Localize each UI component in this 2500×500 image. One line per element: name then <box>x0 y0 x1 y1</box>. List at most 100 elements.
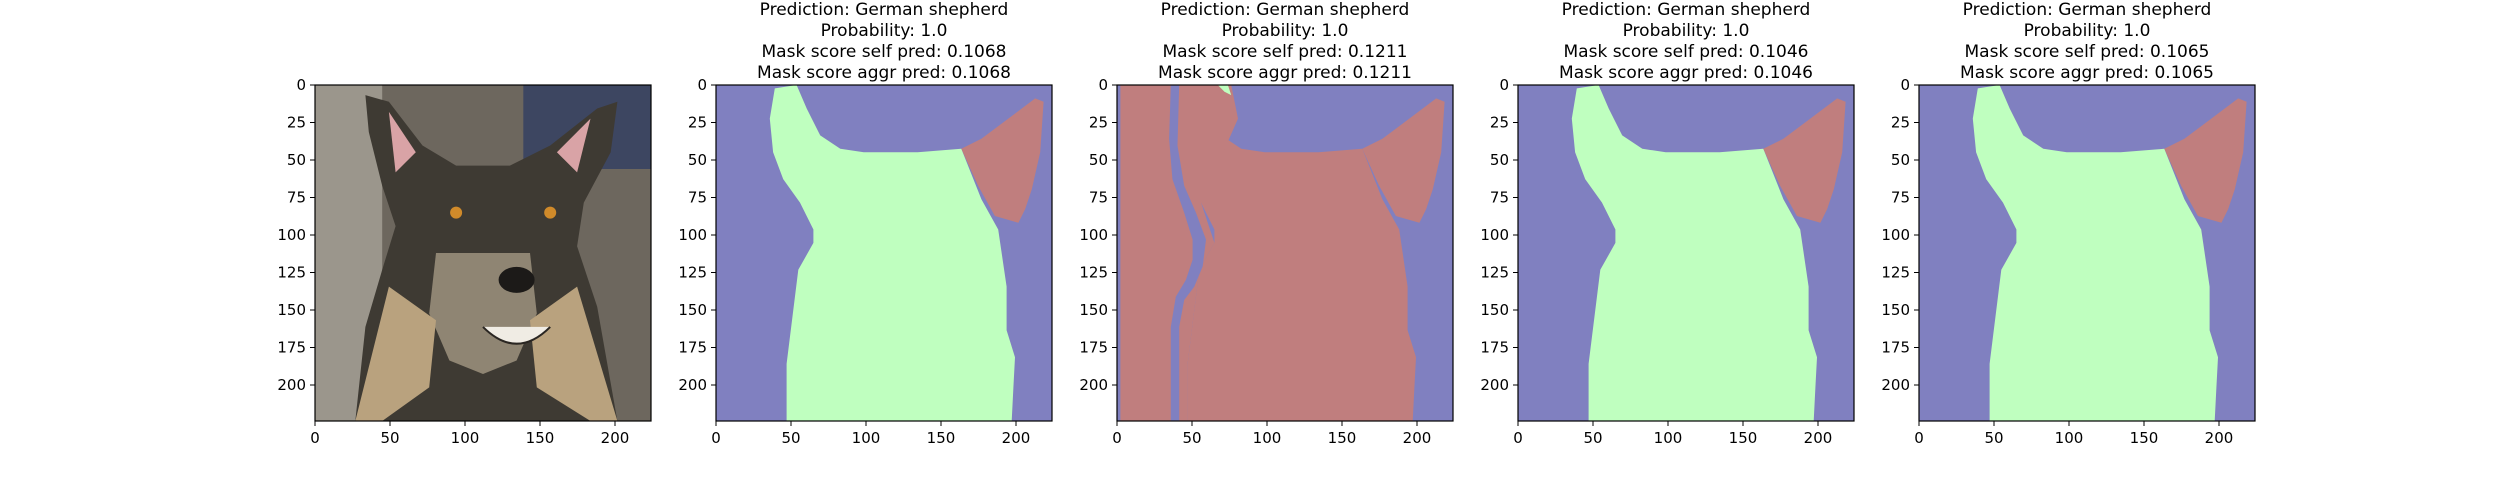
dog-left-ear-inner <box>388 111 416 173</box>
y-tick-label: 75 <box>1891 189 1910 207</box>
x-tick-label: 0 <box>1112 429 1122 447</box>
x-tick-label: 50 <box>1984 429 2003 447</box>
axes-frame <box>715 84 1053 422</box>
mask-ear-region <box>961 98 1044 223</box>
y-tick-label: 0 <box>1900 76 1910 94</box>
y-tick-label: 100 <box>1480 226 1509 244</box>
y-tick-label: 100 <box>277 226 306 244</box>
x-tick-label: 50 <box>1583 429 1602 447</box>
y-tick-label: 50 <box>1490 151 1509 169</box>
panel-title-line: Mask score self pred: 0.1065 <box>1965 42 2210 62</box>
y-tick-label: 75 <box>1089 189 1108 207</box>
panel-3: 0 50 100 150 200 0 25 50 75 100 125 150 175 200 Predic… <box>1079 0 1454 447</box>
panel-title-line: Prediction: German shepherd <box>1161 0 1410 20</box>
y-tick-label: 200 <box>1079 376 1108 394</box>
mask-speck <box>1217 85 1232 96</box>
y-tick-label: 50 <box>1089 151 1108 169</box>
x-tick-label: 0 <box>1914 429 1924 447</box>
dog-right-eye <box>544 206 557 219</box>
y-tick-label: 125 <box>1480 264 1509 282</box>
y-tick-label: 100 <box>678 226 707 244</box>
panel-image-5 <box>1919 85 2255 421</box>
y-tick-label: 150 <box>678 301 707 319</box>
dog-right-ear-inner <box>556 118 591 173</box>
x-tick-label: 100 <box>1253 429 1282 447</box>
x-tick-label: 200 <box>1002 429 1031 447</box>
dog-left-cheek <box>355 286 436 421</box>
x-tick-label: 200 <box>2205 429 2234 447</box>
y-tick-label: 175 <box>1079 339 1108 357</box>
panel-5: 0 50 100 150 200 0 25 50 75 100 125 150 175 200 Predic… <box>1881 0 2256 447</box>
dog-nose <box>498 266 535 293</box>
x-tick-label: 0 <box>310 429 320 447</box>
y-tick-label: 150 <box>1881 301 1910 319</box>
y-tick-label: 125 <box>277 264 306 282</box>
x-tick-label: 200 <box>1403 429 1432 447</box>
axes-frame <box>1116 84 1454 422</box>
panel-1: 0 50 100 150 200 0 25 50 75 100 125 150 175 200 <box>277 76 652 447</box>
y-tick-label: 0 <box>1499 76 1509 94</box>
x-tick-label: 50 <box>781 429 800 447</box>
panel-title-line: Prediction: German shepherd <box>1562 0 1811 20</box>
y-tick-label: 200 <box>1480 376 1509 394</box>
y-tick-label: 25 <box>1490 114 1509 132</box>
x-tick-label: 100 <box>852 429 881 447</box>
mask-left-region <box>1120 85 1238 421</box>
mask-ear-region <box>1763 98 1846 223</box>
mask-head-region <box>1972 85 2218 421</box>
y-tick-label: 50 <box>688 151 707 169</box>
x-tick-label: 50 <box>1182 429 1201 447</box>
x-tick-label: 0 <box>1513 429 1523 447</box>
x-tick-label: 150 <box>526 429 555 447</box>
panel-title-line: Mask score self pred: 0.1211 <box>1163 42 1408 62</box>
panel-image-3 <box>1117 85 1453 421</box>
y-tick-label: 150 <box>277 301 306 319</box>
y-tick-label: 150 <box>1079 301 1108 319</box>
y-tick-label: 75 <box>688 189 707 207</box>
panel-title-line: Mask score aggr pred: 0.1065 <box>1960 63 2214 83</box>
panel-title-line: Prediction: German shepherd <box>760 0 1009 20</box>
y-tick-label: 150 <box>1480 301 1509 319</box>
axes-frame <box>1918 84 2256 422</box>
dog-left-eye <box>450 206 463 219</box>
x-tick-label: 150 <box>1729 429 1758 447</box>
y-tick-label: 175 <box>678 339 707 357</box>
y-tick-label: 75 <box>287 189 306 207</box>
x-tick-label: 150 <box>2130 429 2159 447</box>
panel-image-1 <box>315 85 651 421</box>
axes-frame <box>314 84 652 422</box>
axes-frame <box>1517 84 1855 422</box>
mask-head-region <box>1571 85 1817 421</box>
panel-title-line: Mask score aggr pred: 0.1046 <box>1559 63 1813 83</box>
y-tick-label: 0 <box>697 76 707 94</box>
panel-image-4 <box>1518 85 1854 421</box>
y-tick-label: 25 <box>1891 114 1910 132</box>
x-tick-label: 150 <box>927 429 956 447</box>
panel-title-line: Prediction: German shepherd <box>1963 0 2212 20</box>
panel-title-line: Mask score aggr pred: 0.1211 <box>1158 63 1412 83</box>
x-tick-label: 0 <box>711 429 721 447</box>
y-tick-label: 175 <box>277 339 306 357</box>
y-tick-label: 0 <box>296 76 306 94</box>
mask-stripe <box>1169 85 1206 421</box>
x-tick-label: 100 <box>1654 429 1683 447</box>
panel-2: 0 50 100 150 200 0 25 50 75 100 125 150 175 200 Predic… <box>678 0 1053 447</box>
panel-image-2 <box>716 85 1052 421</box>
y-tick-label: 25 <box>1089 114 1108 132</box>
panel-title-line: Mask score self pred: 0.1046 <box>1564 42 1809 62</box>
x-tick-label: 150 <box>1328 429 1357 447</box>
panel-title-line: Probability: 1.0 <box>1623 21 1750 41</box>
x-tick-label: 200 <box>1804 429 1833 447</box>
mask-ear-region <box>1362 98 1445 223</box>
y-tick-label: 100 <box>1881 226 1910 244</box>
y-tick-label: 175 <box>1480 339 1509 357</box>
mask-ear-region <box>2164 98 2247 223</box>
y-tick-label: 125 <box>1881 264 1910 282</box>
y-tick-label: 100 <box>1079 226 1108 244</box>
y-tick-label: 200 <box>678 376 707 394</box>
y-tick-label: 25 <box>688 114 707 132</box>
y-tick-label: 200 <box>277 376 306 394</box>
y-tick-label: 75 <box>1490 189 1509 207</box>
x-tick-label: 100 <box>451 429 480 447</box>
